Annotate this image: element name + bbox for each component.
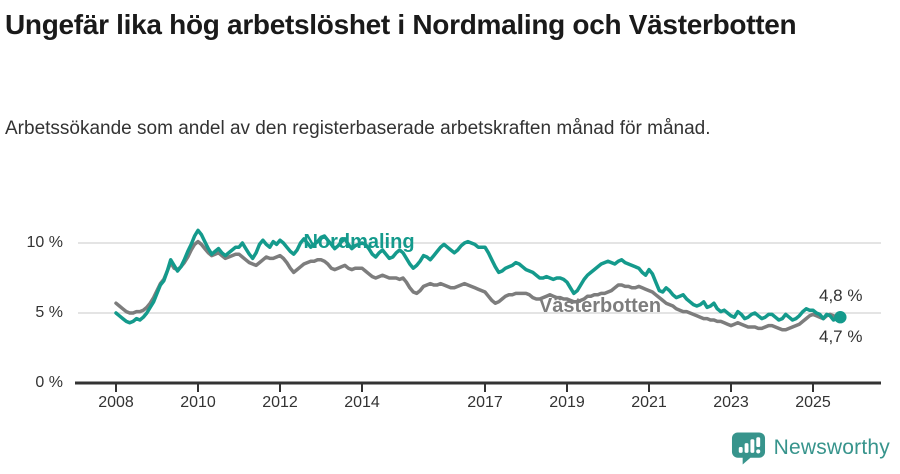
x-axis-label: 2021 — [631, 394, 667, 411]
x-axis-label: 2025 — [795, 394, 831, 411]
x-axis-label: 2019 — [549, 394, 585, 411]
x-axis-label: 2008 — [98, 394, 134, 411]
chart-subtitle: Arbetssökande som andel av den registerb… — [5, 118, 711, 139]
newsworthy-brand-text: Newsworthy — [773, 436, 890, 459]
line-nordmaling — [114, 228, 843, 325]
x-axis-label: 2017 — [467, 394, 503, 411]
end-value-label-nordmaling: 4,7 % — [819, 327, 863, 346]
y-axis-label: 0 % — [35, 374, 63, 391]
newsworthy-logo-icon — [731, 432, 765, 465]
x-axis-label: 2014 — [344, 394, 380, 411]
series-label-vasterbotten: Västerbotten — [538, 295, 662, 317]
end-value-label-vasterbotten: 4,8 % — [819, 286, 863, 305]
x-axis-label: 2012 — [262, 394, 298, 411]
x-axis-label: 2023 — [713, 394, 749, 411]
series-label-nordmaling: Nordmaling — [303, 231, 415, 253]
y-axis-label: 5 % — [35, 304, 63, 321]
chart-title: Ungefär lika hög arbetslöshet i Nordmali… — [5, 9, 797, 40]
x-axis-label: 2010 — [180, 394, 216, 411]
end-dot-nordmaling — [834, 311, 847, 324]
newsworthy-branding[interactable]: Newsworthy — [731, 430, 890, 466]
line-västerbotten — [114, 239, 843, 332]
y-axis-label: 10 % — [26, 234, 63, 251]
